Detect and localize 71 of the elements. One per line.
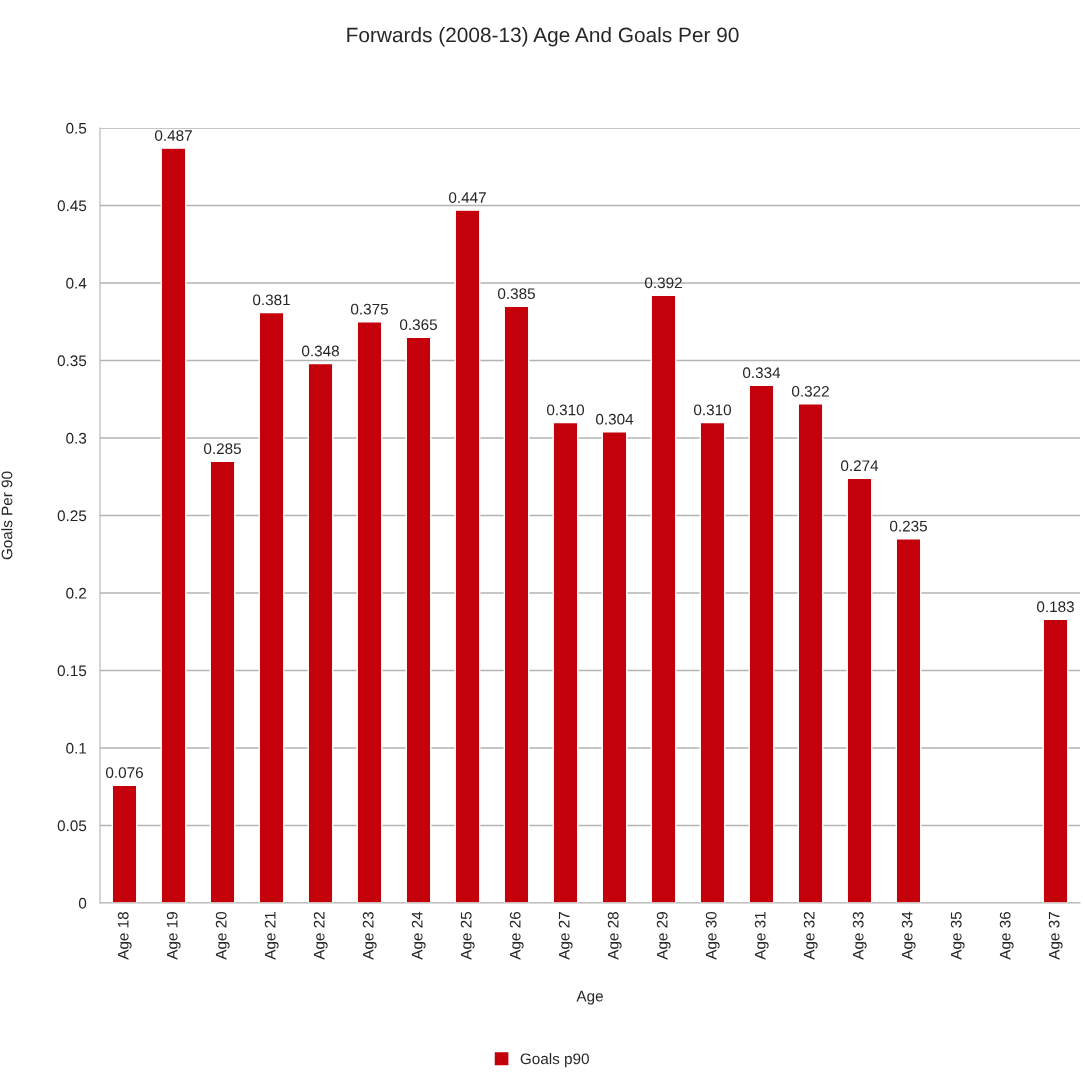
bar [650,294,677,903]
x-tick-label: Age 27 [558,912,573,960]
data-label: 0.304 [595,413,634,425]
x-tick-label: Age 30 [705,911,720,960]
data-label: 0.310 [546,404,585,416]
data-label: 0.365 [399,319,437,331]
data-label: 0.285 [203,443,241,455]
bar [699,421,726,903]
x-tick-label: Age 26 [509,912,524,960]
legend-label: Goals p90 [520,1053,589,1068]
data-label: 0.334 [742,367,781,379]
y-tick-label: 0.1 [66,742,87,754]
x-tick-label: Age 37 [1048,912,1063,960]
x-tick-label: Age 35 [950,911,965,960]
data-label: 0.487 [154,130,192,141]
y-tick-label: 0.35 [57,355,87,367]
data-label: 0.392 [644,277,682,289]
bar [552,421,579,903]
x-tick-label: Age 33 [852,912,867,960]
chart-title: Forwards (2008-13) Age And Goals Per 90 [347,27,739,47]
y-tick-label: 0.4 [66,277,87,289]
data-label: 0.348 [301,345,339,357]
data-label: 0.274 [840,460,879,472]
x-tick-label: Age 19 [166,912,181,960]
x-tick-label: Age 25 [460,911,475,960]
y-tick-label: 0.2 [66,587,87,599]
x-tick-label: Age 34 [901,911,916,960]
bar [209,460,236,903]
x-tick-label: Age 28 [607,911,622,960]
bar [111,784,138,903]
bar [1042,618,1069,903]
bar [405,336,432,903]
data-label: 0.381 [252,294,290,306]
data-label: 0.076 [105,767,143,779]
y-axis-title: Goals Per 90 [1,471,13,560]
y-tick-label: 0.05 [57,820,87,832]
data-label: 0.310 [693,404,732,416]
data-label: 0.235 [889,520,927,532]
x-tick-label: Age 31 [754,912,769,960]
y-tick-label: 0.25 [57,510,87,522]
y-tick-label: 0.5 [66,122,87,134]
x-tick-label: Age 22 [313,912,328,960]
x-tick-label: Age 21 [264,912,279,960]
bar [356,321,383,903]
x-tick-label: Age 36 [999,912,1014,960]
data-label: 0.322 [791,385,829,397]
x-tick-label: Age 29 [656,912,671,960]
x-tick-label: Age 18 [117,911,132,960]
data-label: 0.183 [1036,601,1074,613]
y-tick-label: 0.15 [57,665,87,677]
y-tick-label: 0.45 [57,200,87,212]
x-tick-label: Age 32 [803,912,818,960]
x-tick-label: Age 23 [362,912,377,960]
bar [846,477,873,903]
data-label: 0.385 [497,288,535,300]
bar [258,311,285,903]
bar [797,403,824,903]
bar [748,384,775,903]
bar [601,431,628,903]
x-axis-title: Age [576,990,603,1005]
y-tick-label: 0 [78,897,87,909]
bar [160,147,187,903]
data-label: 0.447 [448,192,486,203]
data-label: 0.375 [350,303,388,315]
y-tick-label: 0.3 [66,432,87,444]
bar [307,362,334,903]
x-tick-label: Age 20 [215,911,230,960]
bar [895,538,922,903]
x-tick-label: Age 24 [411,911,426,960]
bar [503,305,530,903]
bar [454,209,481,903]
